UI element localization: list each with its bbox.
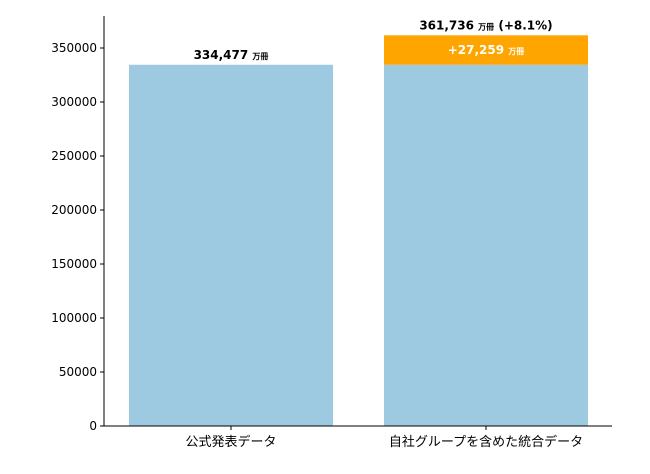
y-tick-label: 0	[89, 419, 97, 433]
y-tick-label: 150000	[51, 257, 97, 271]
increment-label: +27,259 万冊	[448, 43, 525, 57]
bar-base	[384, 64, 588, 427]
y-tick-label: 100000	[51, 311, 97, 325]
x-category-label: 自社グループを含めた統合データ	[389, 434, 583, 450]
bar-total-label: 361,736 万冊 (+8.1%)	[419, 18, 552, 32]
y-tick-label: 50000	[59, 365, 97, 379]
bars-group	[129, 35, 588, 427]
y-axis: 0 50000 100000 150000 200000 250000 300000 3500…	[51, 16, 105, 433]
y-tick-label: 300000	[51, 95, 97, 109]
y-tick-label: 250000	[51, 149, 97, 163]
bar-base	[129, 64, 333, 427]
y-tick-label: 350000	[51, 41, 97, 55]
bar-total-label: 334,477 万冊	[194, 48, 269, 62]
data-labels-group: 334,477 万冊 361,736 万冊 (+8.1%) +27,259 万冊	[194, 18, 553, 61]
bar-increment	[384, 35, 588, 65]
y-tick-label: 200000	[51, 203, 97, 217]
x-axis: 公式発表データ 自社グループを含めた統合データ	[104, 425, 612, 450]
x-category-label: 公式発表データ	[185, 434, 276, 450]
